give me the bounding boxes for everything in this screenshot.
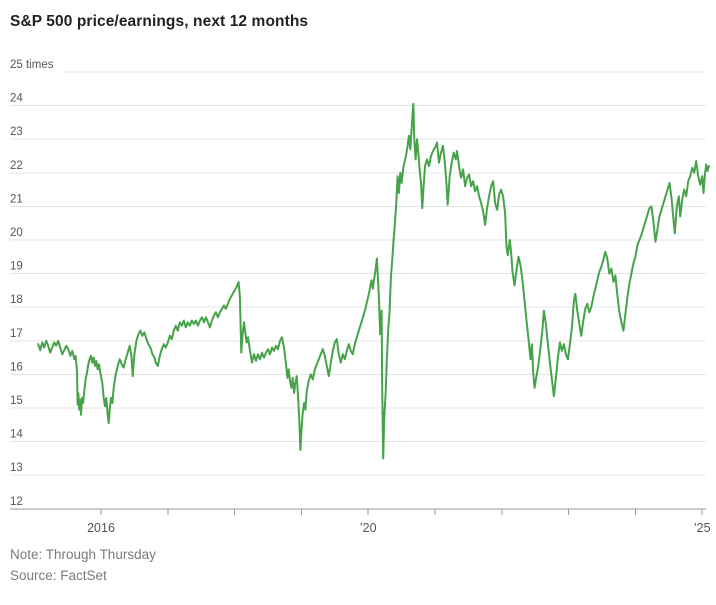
y-tick-label: 15 bbox=[10, 395, 23, 407]
y-tick-label: 13 bbox=[10, 462, 23, 474]
chart-note: Note: Through Thursday bbox=[10, 547, 156, 562]
pe-line-chart: 25 times 24 23 22 21 20 19 18 17 16 15 14 13 12 2016 ’2… bbox=[10, 59, 711, 535]
y-axis-labels: 25 times 24 23 22 21 20 19 18 17 16 15 14 13 12 bbox=[10, 59, 54, 508]
y-tick-label: 23 bbox=[10, 126, 23, 138]
pe-series-line bbox=[37, 102, 710, 460]
chart-title: S&P 500 price/earnings, next 12 months bbox=[10, 13, 309, 30]
y-tick-label: 14 bbox=[10, 429, 23, 441]
y-tick-label: 20 bbox=[10, 227, 23, 239]
x-tick-label: ’25 bbox=[694, 521, 711, 535]
y-tick-label: 22 bbox=[10, 160, 23, 172]
y-tick-label: 16 bbox=[10, 361, 23, 373]
y-tick-label: 19 bbox=[10, 261, 23, 273]
gridlines bbox=[10, 71, 706, 510]
y-tick-label: 25 times bbox=[10, 59, 54, 71]
chart-source: Source: FactSet bbox=[10, 568, 107, 583]
y-tick-label: 24 bbox=[10, 93, 23, 105]
x-axis: 2016 ’20 ’25 bbox=[87, 508, 711, 535]
y-tick-label: 21 bbox=[10, 193, 23, 205]
y-tick-label: 18 bbox=[10, 294, 23, 306]
y-tick-label: 12 bbox=[10, 496, 23, 508]
x-tick-label: ’20 bbox=[360, 521, 377, 535]
y-tick-label: 17 bbox=[10, 328, 23, 340]
x-tick-label: 2016 bbox=[87, 521, 115, 535]
